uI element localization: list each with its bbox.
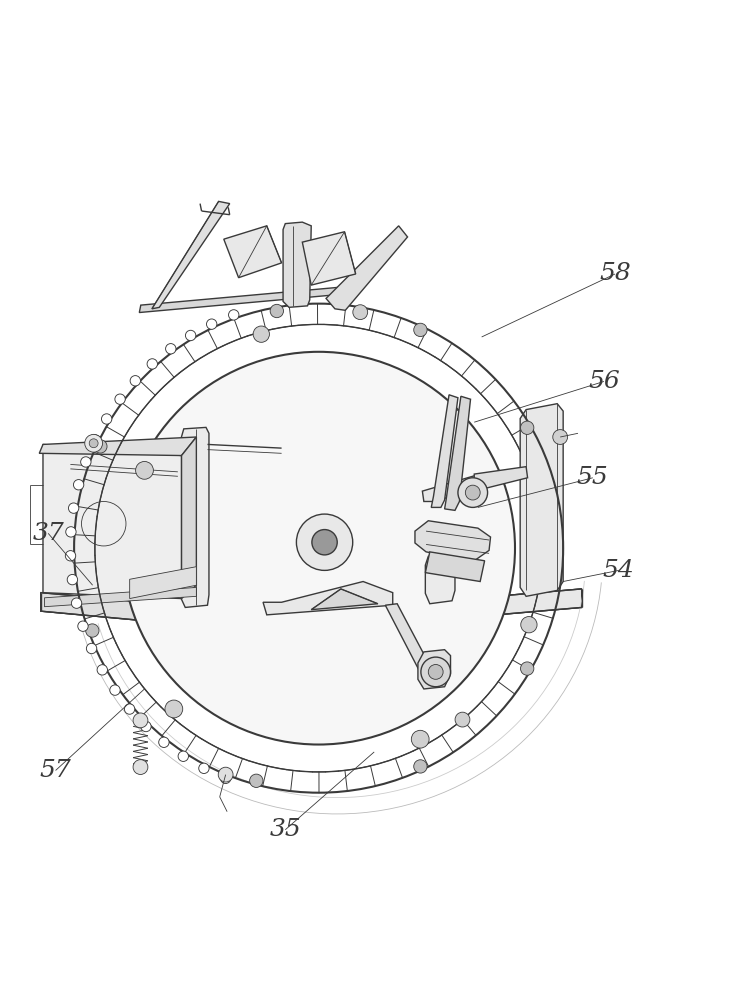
Polygon shape	[431, 395, 458, 507]
Polygon shape	[130, 567, 196, 599]
Circle shape	[199, 763, 209, 773]
Circle shape	[413, 323, 427, 337]
Polygon shape	[224, 226, 282, 278]
Circle shape	[136, 461, 153, 479]
Circle shape	[207, 319, 217, 329]
Polygon shape	[139, 287, 347, 313]
Polygon shape	[425, 553, 455, 604]
Circle shape	[97, 665, 107, 675]
Circle shape	[228, 310, 239, 320]
Circle shape	[413, 760, 427, 773]
Polygon shape	[41, 593, 282, 633]
Polygon shape	[474, 467, 528, 488]
Polygon shape	[422, 474, 482, 501]
Text: 35: 35	[270, 818, 301, 841]
Circle shape	[221, 773, 231, 784]
Circle shape	[411, 730, 429, 748]
Circle shape	[458, 478, 488, 507]
Polygon shape	[182, 437, 196, 599]
Circle shape	[65, 551, 76, 561]
Text: 37: 37	[33, 522, 64, 545]
Circle shape	[102, 414, 112, 424]
Circle shape	[353, 305, 368, 320]
Circle shape	[270, 304, 284, 318]
Polygon shape	[282, 589, 582, 633]
Circle shape	[455, 712, 470, 727]
Text: 54: 54	[603, 559, 634, 582]
Polygon shape	[44, 587, 196, 607]
Circle shape	[86, 624, 99, 637]
Circle shape	[147, 359, 157, 369]
Circle shape	[159, 737, 169, 747]
Circle shape	[67, 574, 78, 585]
Polygon shape	[418, 650, 451, 689]
Polygon shape	[385, 604, 437, 684]
Circle shape	[71, 598, 82, 608]
Polygon shape	[181, 427, 209, 607]
Polygon shape	[326, 226, 408, 310]
Circle shape	[165, 344, 176, 354]
Circle shape	[141, 721, 151, 732]
Polygon shape	[263, 582, 393, 615]
Text: 58: 58	[599, 262, 631, 285]
Circle shape	[122, 352, 515, 745]
Circle shape	[124, 704, 135, 714]
Text: 55: 55	[577, 466, 608, 489]
Circle shape	[312, 530, 337, 555]
Circle shape	[133, 713, 148, 728]
Circle shape	[253, 326, 270, 342]
Circle shape	[185, 330, 196, 341]
Polygon shape	[520, 404, 563, 596]
Text: 57: 57	[40, 759, 71, 782]
Circle shape	[90, 435, 100, 445]
Circle shape	[219, 767, 233, 782]
Circle shape	[521, 617, 537, 633]
Circle shape	[110, 685, 120, 695]
Text: 56: 56	[588, 370, 619, 393]
Circle shape	[465, 485, 480, 500]
Polygon shape	[425, 552, 485, 582]
Circle shape	[84, 434, 102, 452]
Circle shape	[130, 376, 141, 386]
Circle shape	[178, 751, 188, 761]
Circle shape	[66, 527, 76, 537]
Circle shape	[87, 643, 97, 654]
Circle shape	[73, 480, 84, 490]
Polygon shape	[41, 589, 582, 633]
Circle shape	[520, 662, 534, 675]
Polygon shape	[39, 437, 196, 456]
Polygon shape	[283, 222, 311, 307]
Circle shape	[78, 621, 88, 631]
Circle shape	[296, 514, 353, 570]
Circle shape	[553, 430, 568, 444]
Circle shape	[89, 439, 98, 448]
Circle shape	[250, 774, 263, 787]
Circle shape	[520, 421, 534, 434]
Circle shape	[81, 457, 91, 467]
Circle shape	[68, 503, 79, 513]
Polygon shape	[445, 396, 471, 510]
Polygon shape	[311, 589, 378, 610]
Circle shape	[133, 760, 148, 774]
Polygon shape	[43, 444, 182, 599]
Circle shape	[165, 700, 183, 718]
Circle shape	[93, 440, 107, 453]
Circle shape	[310, 613, 328, 630]
Circle shape	[115, 394, 125, 404]
Circle shape	[428, 665, 443, 679]
Polygon shape	[302, 232, 356, 285]
Circle shape	[421, 657, 451, 687]
Polygon shape	[152, 201, 230, 309]
Polygon shape	[415, 521, 491, 561]
